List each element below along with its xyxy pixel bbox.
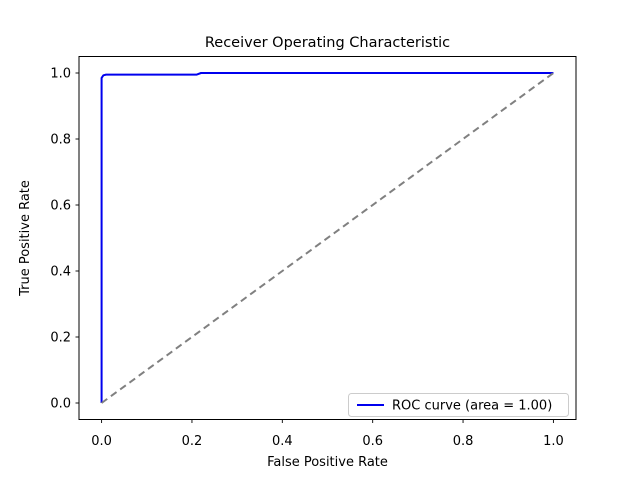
x-tick-label: 1.0 (543, 434, 564, 449)
chart-title: Receiver Operating Characteristic (205, 35, 450, 51)
chance-diagonal-line (101, 72, 554, 404)
legend: ROC curve (area = 1.00) (348, 393, 569, 417)
y-tick-label: 0.8 (50, 133, 71, 148)
x-axis-ticks: 0.0 0.2 0.4 0.6 0.8 1.0 (91, 419, 564, 449)
x-tick-label: 0.0 (91, 434, 112, 449)
legend-label: ROC curve (area = 1.00) (392, 399, 552, 414)
y-tick-label: 1.0 (50, 67, 71, 82)
x-tick-label: 0.6 (362, 434, 383, 449)
x-tick-label: 0.2 (182, 434, 203, 449)
series-lines (100, 72, 554, 404)
x-tick-label: 0.8 (453, 434, 474, 449)
y-axis-ticks: 0.0 0.2 0.4 0.6 0.8 1.0 (50, 67, 79, 412)
roc-curve-line (100, 72, 554, 403)
y-tick-label: 0.4 (50, 265, 71, 280)
legend-box (348, 393, 569, 417)
y-tick-label: 0.0 (50, 397, 71, 412)
y-tick-label: 0.6 (50, 199, 71, 214)
plot-frame (78, 56, 577, 420)
x-tick-label: 0.4 (272, 434, 293, 449)
x-axis-label: False Positive Rate (267, 455, 388, 470)
y-axis-label: True Positive Rate (18, 180, 33, 297)
y-tick-label: 0.2 (50, 331, 71, 346)
